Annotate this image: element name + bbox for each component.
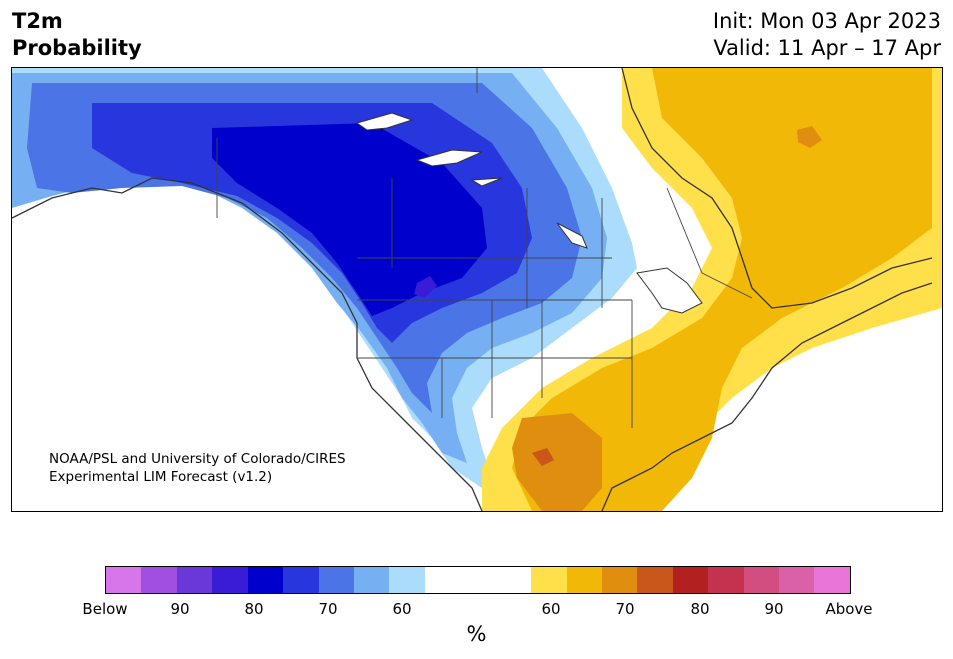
- colorbar-above-segment: [743, 567, 780, 593]
- above-75-region: [532, 448, 554, 466]
- above-65-region: [512, 68, 932, 511]
- colorbar-below-segment: [106, 567, 142, 593]
- coastline: [12, 68, 933, 511]
- colorbar-tick-label: 80: [690, 600, 710, 618]
- colorbar-below-segment: [176, 567, 213, 593]
- valid-range: Valid: 11 Apr – 17 Apr: [713, 36, 941, 60]
- borders: [216, 68, 753, 428]
- colorbar-unit: %: [466, 622, 487, 646]
- colorbar: [105, 566, 851, 594]
- colorbar-above-segment: [779, 567, 815, 593]
- colorbar-below-segment: [283, 567, 319, 593]
- credit: NOAA/PSL and University of Colorado/CIRE…: [49, 450, 346, 486]
- colorbar-above-segment: [566, 567, 602, 593]
- colorbar-tick-label: Below: [82, 600, 128, 618]
- below-85-region: [414, 276, 437, 298]
- lakes: [355, 112, 703, 314]
- above-70-hudson-region: [797, 126, 822, 148]
- title-variable: T2m: [12, 9, 63, 33]
- colorbar-tick-label: 90: [170, 600, 190, 618]
- colorbar-above-segment: [672, 567, 709, 593]
- colorbar-above-segment: [531, 567, 567, 593]
- colorbar-tick-label: 90: [764, 600, 784, 618]
- colorbar-below-segment: [389, 567, 425, 593]
- above-70-region: [512, 413, 602, 511]
- colorbar-tick-label: 70: [318, 600, 338, 618]
- colorbar-ticks: Below 90 80 70 60 60 70 80 90 Above: [82, 600, 872, 620]
- colorbar-above-segment: [708, 567, 744, 593]
- colorbar-below-segment: [318, 567, 354, 593]
- credit-line-2: Experimental LIM Forecast (v1.2): [49, 469, 273, 485]
- map-frame: NOAA/PSL and University of Colorado/CIRE…: [11, 67, 943, 512]
- probability-map: [12, 68, 942, 511]
- colorbar-below-segment: [141, 567, 177, 593]
- colorbar-above-segment: [637, 567, 673, 593]
- colorbar-below-segment: [212, 567, 248, 593]
- colorbar-tick-label: 60: [541, 600, 561, 618]
- title-product: Probability: [12, 36, 142, 60]
- colorbar-above-segment: [814, 567, 850, 593]
- colorbar-below-segment: [247, 567, 284, 593]
- colorbar-tick-label: 60: [392, 600, 412, 618]
- colorbar-tick-label: 70: [615, 600, 635, 618]
- colorbar-tick-label: 80: [244, 600, 264, 618]
- colorbar-neutral-segment: [424, 567, 532, 593]
- colorbar-tick-label: Above: [825, 600, 873, 618]
- title-right: Init: Mon 03 Apr 2023 Valid: 11 Apr – 17…: [713, 8, 941, 62]
- init-date: Init: Mon 03 Apr 2023: [712, 9, 941, 33]
- title-left: T2m Probability: [12, 8, 142, 62]
- credit-line-1: NOAA/PSL and University of Colorado/CIRE…: [49, 451, 346, 467]
- below-80-region: [212, 123, 487, 316]
- colorbar-above-segment: [601, 567, 638, 593]
- colorbar-below-segment: [353, 567, 390, 593]
